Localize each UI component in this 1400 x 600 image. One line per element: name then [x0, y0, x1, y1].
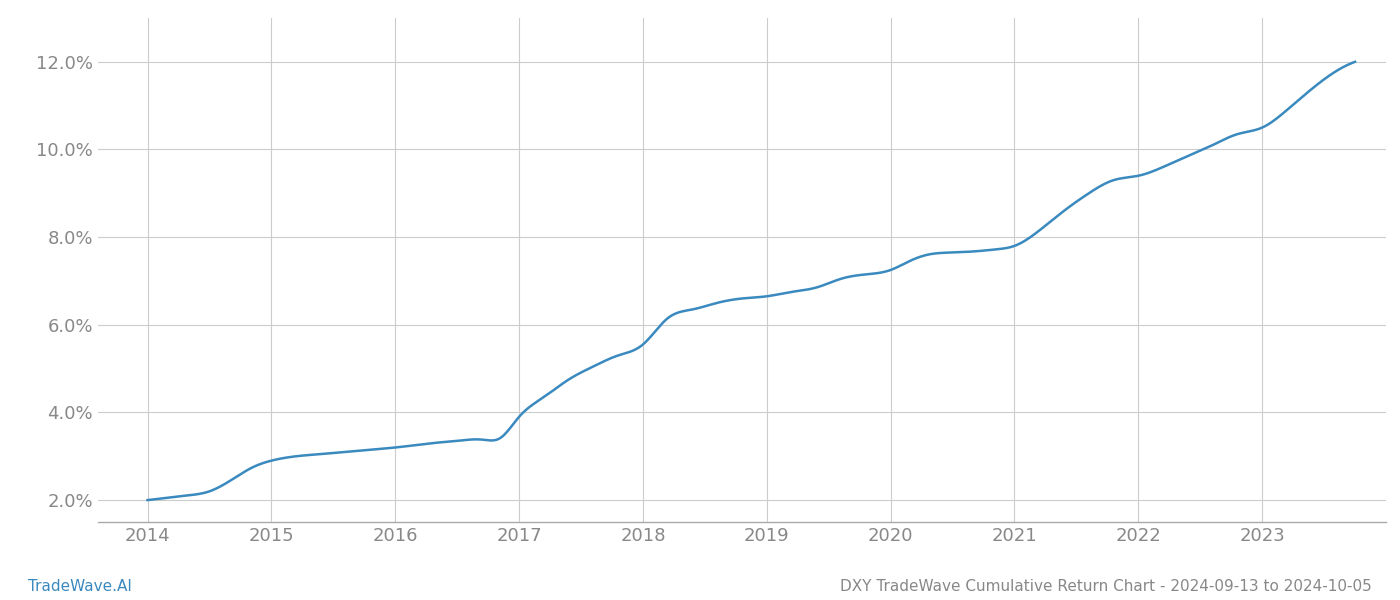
Text: TradeWave.AI: TradeWave.AI	[28, 579, 132, 594]
Text: DXY TradeWave Cumulative Return Chart - 2024-09-13 to 2024-10-05: DXY TradeWave Cumulative Return Chart - …	[840, 579, 1372, 594]
